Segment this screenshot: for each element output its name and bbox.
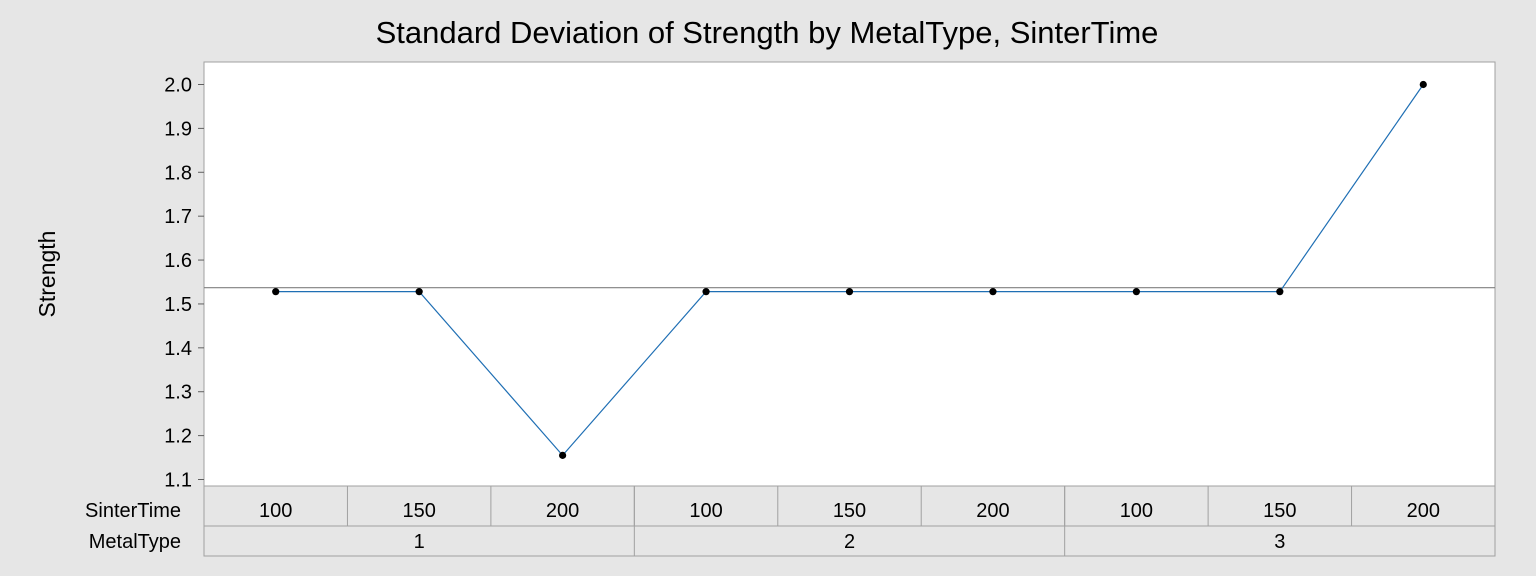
sintertime-label: 150 [1263,500,1296,522]
y-tick-label: 1.7 [164,206,192,228]
sintertime-label: 100 [1120,500,1153,522]
sintertime-label: 150 [833,500,866,522]
metaltype-label: 2 [844,531,855,553]
series-group [272,80,1427,459]
y-tick-label: 1.6 [164,250,192,272]
metaltype-label: 1 [414,531,425,553]
sintertime-label: 200 [546,500,579,522]
data-point [702,288,710,296]
sintertime-label: 100 [259,500,292,522]
plot-area [203,61,1496,487]
y-tick-label: 1.9 [164,118,192,140]
y-tick-label: 2.0 [164,75,192,97]
table-frame [203,485,1496,557]
data-point [989,288,997,296]
y-axis-ticks: 1.1 1.2 1.3 1.4 1.5 1.6 1.7 1.8 1.9 2.0 [164,75,204,492]
row-label-metaltype: MetalType [89,531,181,553]
y-tick-label: 1.5 [164,294,192,316]
sintertime-label: 200 [976,500,1009,522]
data-point [415,288,423,296]
y-tick-label: 1.3 [164,382,192,404]
data-point [1419,80,1427,89]
y-axis-label: Strength [34,231,60,318]
data-point [1132,288,1140,296]
metaltype-label: 3 [1274,531,1285,553]
y-tick-label: 1.8 [164,162,192,184]
data-point [272,288,280,296]
data-point [1276,288,1284,296]
chart-title: Standard Deviation of Strength by MetalT… [376,15,1159,50]
y-tick-label: 1.4 [164,338,192,360]
sintertime-label: 150 [402,500,435,522]
category-table: 100 150 200 100 150 200 100 150 200 1 2 3 SinterTime… [85,485,1496,557]
sintertime-label: 100 [689,500,722,522]
data-point [559,451,567,459]
sintertime-label: 200 [1407,500,1440,522]
row-label-sintertime: SinterTime [85,500,181,522]
y-tick-label: 1.2 [164,426,192,448]
y-tick-label: 1.1 [164,470,192,492]
data-point [845,288,854,296]
